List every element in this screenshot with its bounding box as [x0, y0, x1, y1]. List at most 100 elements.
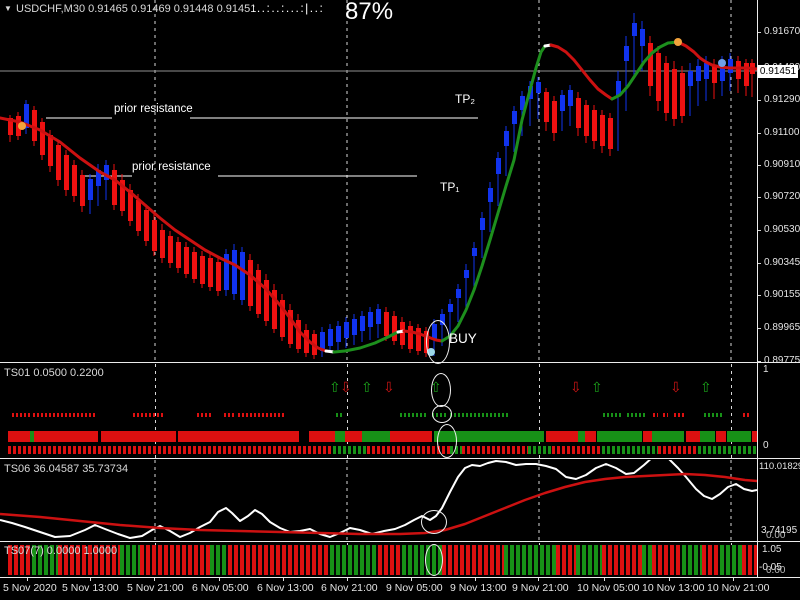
- candle-body: [72, 165, 77, 196]
- histogram-run: [402, 545, 442, 575]
- grid-line: [731, 364, 732, 458]
- candle-body: [544, 92, 549, 122]
- price-tick: [758, 230, 761, 231]
- candle-body: [744, 63, 749, 86]
- trend-bar: [652, 431, 684, 442]
- trend-bar: [362, 431, 390, 442]
- signal-dot-run: [674, 413, 686, 417]
- price-label: 0.89775: [764, 355, 800, 366]
- histogram-run: [742, 545, 757, 575]
- candle-body: [152, 220, 157, 251]
- candle-body: [224, 254, 229, 290]
- trend-bar: [390, 431, 402, 442]
- ts07-title: TS07(7) 0.0000 1.0000: [4, 545, 118, 557]
- time-label: 10 Nov 13:00: [642, 582, 705, 594]
- indicator-panel-ts07[interactable]: TS07(7) 0.0000 1.0000: [0, 543, 757, 576]
- time-tick: [154, 578, 155, 581]
- candle-body: [552, 101, 557, 133]
- arrow-up-icon: ⇧: [361, 379, 373, 395]
- trend-bar: [727, 431, 751, 442]
- candles: [8, 13, 755, 359]
- price-tick: [758, 328, 761, 329]
- trend-bar: [716, 431, 726, 442]
- candle-body: [728, 59, 733, 73]
- candle-body: [624, 46, 629, 61]
- dotted-strip: [8, 446, 333, 454]
- time-tick: [538, 578, 539, 581]
- price-label: 0.90345: [764, 257, 800, 268]
- signal-dot-run: [743, 413, 749, 417]
- trend-bar: [752, 431, 757, 442]
- candle-body: [584, 105, 589, 136]
- candle-body: [176, 242, 181, 268]
- axis-separator: [0, 577, 800, 578]
- candle-body: [736, 61, 741, 79]
- histogram-run: [702, 545, 720, 575]
- trend-bar: [345, 431, 362, 442]
- histogram-run: [642, 545, 652, 575]
- candle-body: [144, 210, 149, 241]
- trend-bar: [309, 431, 335, 442]
- panel-separator[interactable]: [0, 541, 800, 542]
- candle-body: [704, 63, 709, 79]
- price-tick: [758, 133, 761, 134]
- histogram-run: [58, 545, 120, 575]
- histogram-run: [120, 545, 140, 575]
- histogram-run: [682, 545, 702, 575]
- candle-body: [576, 98, 581, 128]
- arrow-up-icon: ⇧: [430, 379, 442, 395]
- candle-body: [656, 53, 661, 101]
- ma-curve-segment: [676, 40, 757, 71]
- candle-body: [128, 190, 133, 221]
- ts06-title: TS06 36.04587 35.73734: [4, 463, 129, 475]
- candle-body: [104, 165, 109, 180]
- signal-dot-run: [704, 413, 723, 417]
- price-scale[interactable]: 1 0 110.01829 3.74195 0.00 1.05 -0.05 0.…: [757, 0, 800, 577]
- trend-bar: [700, 431, 715, 442]
- ts06-svg: [0, 460, 757, 540]
- time-tick: [475, 578, 476, 581]
- candle-body: [408, 326, 413, 349]
- candle-body: [456, 289, 461, 298]
- main-chart-canvas[interactable]: ▼ USDCHF,M30 0.91465 0.91469 0.91448 0.9…: [0, 0, 757, 362]
- candle-body: [184, 247, 189, 274]
- histogram-run: [576, 545, 602, 575]
- trend-bar: [178, 431, 299, 442]
- time-label: 6 Nov 05:00: [192, 582, 249, 594]
- candle-body: [168, 236, 173, 263]
- ts01-title: TS01 0.0500 0.2200: [4, 367, 104, 379]
- candle-body: [336, 326, 341, 342]
- ts06-scale-mid: 3.74195: [761, 525, 798, 536]
- histogram-run: [504, 545, 556, 575]
- ma-curve-segment: [402, 329, 444, 343]
- time-axis[interactable]: 5 Nov 2020 5 Nov 13:00 5 Nov 21:00 6 Nov 05…: [0, 578, 800, 600]
- symbol-dropdown-icon[interactable]: ▼: [4, 4, 12, 13]
- indicator-panel-ts01[interactable]: TS01 0.0500 0.2200 ⇧ ⇩ ⇧ ⇩ ⇧ ⇩ ⇧ ⇩ ⇧: [0, 364, 757, 458]
- time-label: 5 Nov 13:00: [62, 582, 119, 594]
- signal-dot-orange: [18, 122, 26, 130]
- candle-body: [448, 304, 453, 312]
- trend-bar: [686, 431, 700, 442]
- candle-body: [232, 250, 237, 294]
- grid-line: [539, 364, 540, 458]
- candle-body: [696, 66, 701, 81]
- panel-separator[interactable]: [0, 362, 800, 363]
- candle-body: [712, 65, 717, 83]
- dotted-strip: [698, 446, 757, 454]
- candle-body: [384, 312, 389, 336]
- time-tick: [669, 578, 670, 581]
- time-label: 10 Nov 21:00: [707, 582, 770, 594]
- panel-separator[interactable]: [0, 458, 800, 459]
- trend-bar: [578, 431, 585, 442]
- candle-body: [32, 110, 37, 141]
- dotted-strip: [658, 446, 698, 454]
- ts06-scale-top: 110.01829: [759, 461, 800, 472]
- indicator-panel-ts06[interactable]: TS06 36.04587 35.73734: [0, 460, 757, 540]
- time-tick: [411, 578, 412, 581]
- dotted-strip: [367, 446, 450, 454]
- ma-curve-segment: [332, 330, 400, 354]
- histogram-run: [556, 545, 576, 575]
- time-label: 10 Nov 05:00: [577, 582, 640, 594]
- histogram-run: [210, 545, 228, 575]
